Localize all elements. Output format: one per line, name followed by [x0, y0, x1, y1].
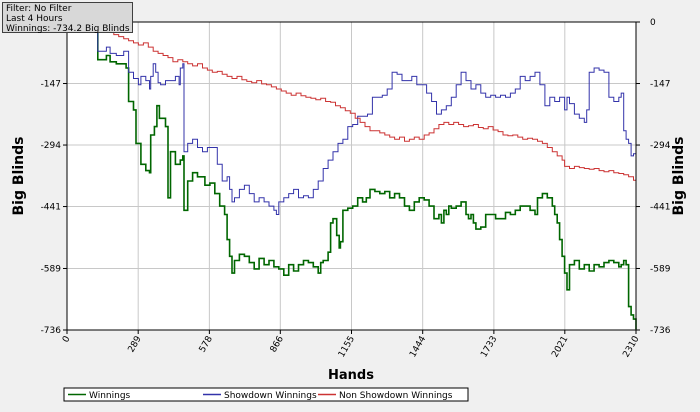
- y-tick-label-right: -736: [650, 326, 671, 336]
- y-tick-label-right: -441: [650, 203, 670, 213]
- y-tick-label-left: -441: [41, 203, 61, 213]
- legend: Winnings Showdown Winnings Non Showdown Wi…: [63, 387, 469, 402]
- series-line-winnings: [96, 21, 637, 330]
- y-tick-label-left: -294: [41, 141, 62, 151]
- legend-label: Winnings: [89, 391, 131, 401]
- y-tick-label-right: -294: [650, 141, 671, 151]
- legend-box: [63, 387, 469, 402]
- y-axis-ticks-right: 0 -147 -294 -441 -589 -736: [636, 18, 671, 336]
- y-tick-label-left: -147: [41, 80, 61, 90]
- y-tick-label-left: -736: [41, 326, 62, 336]
- y-tick-label-right: -589: [650, 264, 671, 274]
- winnings-text: Winnings: -734.2 Big Blinds: [6, 24, 130, 34]
- y-tick-label-right: -147: [650, 80, 670, 90]
- y-axis-label-right: Big Blinds: [671, 137, 687, 216]
- x-axis-label: Hands: [328, 368, 374, 383]
- period-text: Last 4 Hours: [6, 14, 63, 24]
- x-tick-label: 0: [61, 334, 73, 344]
- y-axis-label-left: Big Blinds: [11, 137, 27, 216]
- y-tick-label-right: 0: [650, 18, 656, 28]
- legend-label: Non Showdown Winnings: [339, 391, 453, 401]
- series-layer: [96, 21, 637, 330]
- series-line-showdown-winnings: [96, 21, 637, 215]
- series-line-non-showdown-winnings: [96, 21, 637, 181]
- y-tick-label-left: -589: [41, 264, 62, 274]
- filter-text: Filter: No Filter: [6, 4, 72, 14]
- info-box: Filter: No Filter Last 4 Hours Winnings:…: [2, 2, 133, 34]
- legend-label: Showdown Winnings: [224, 391, 317, 401]
